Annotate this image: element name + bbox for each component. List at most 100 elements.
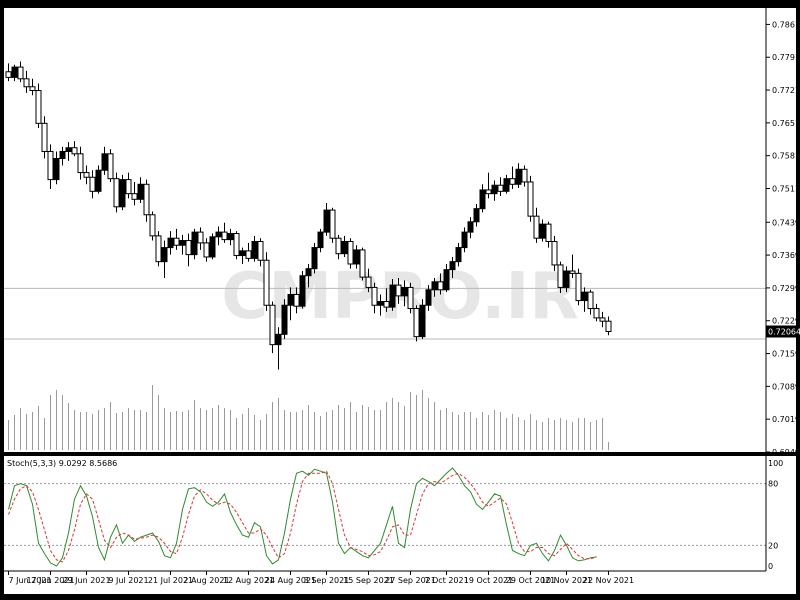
candle-body-bear <box>605 320 612 333</box>
candle-body-bear <box>185 240 192 256</box>
candle-body-bear <box>533 215 540 239</box>
candle-body-bear <box>5 71 12 78</box>
candle-body-bull <box>161 247 168 263</box>
candle <box>401 280 408 307</box>
candle-body-bull <box>467 221 474 233</box>
candle-body-bear <box>143 183 150 216</box>
candle-body-bull <box>377 300 384 306</box>
candle <box>383 288 390 312</box>
candle <box>209 233 216 260</box>
candle-body-bear <box>395 284 402 297</box>
candle <box>557 261 564 294</box>
candle <box>173 228 180 250</box>
candle <box>281 299 288 340</box>
candle <box>113 172 120 213</box>
candle-body-bear <box>221 231 228 241</box>
candle-body-bear <box>23 78 30 88</box>
candle <box>593 303 600 322</box>
candle-body-bear <box>413 308 420 338</box>
candle <box>167 231 174 255</box>
current-price-box <box>766 325 796 338</box>
candle <box>89 170 96 199</box>
candle-body-bull <box>401 286 408 297</box>
candle <box>95 165 102 194</box>
candle <box>587 289 594 315</box>
candle-body-bull <box>491 184 498 195</box>
candle-body-bull <box>419 304 426 338</box>
candle <box>293 287 300 314</box>
candle <box>533 207 540 243</box>
candle-body-bear <box>335 237 342 255</box>
candle <box>347 238 354 269</box>
candle <box>299 271 306 309</box>
candle <box>59 146 66 166</box>
candle-body-bear <box>29 86 36 92</box>
candle <box>599 311 606 328</box>
candle-body-bull <box>317 231 324 249</box>
candle <box>233 231 240 260</box>
candle-body-bear <box>245 250 252 259</box>
candle-body-bear <box>233 233 240 257</box>
candle <box>263 252 270 311</box>
time-tick-label: 7 Jun 2021 <box>9 576 52 585</box>
candle-body-bull <box>431 281 438 291</box>
candle <box>419 299 426 340</box>
candle-body-bull <box>305 268 312 277</box>
candle <box>161 240 168 279</box>
candle <box>359 247 366 281</box>
candle-body-bull <box>227 233 234 241</box>
candle <box>461 227 468 253</box>
candle-body-bear <box>293 293 300 307</box>
candle <box>605 316 612 336</box>
candle <box>503 174 510 194</box>
candle <box>551 235 558 272</box>
candle-body-bull <box>515 168 522 185</box>
time-tick-label: 9 Jul 2021 <box>108 576 148 585</box>
candle-body-bear <box>155 235 162 263</box>
candle-body-bear <box>527 181 534 217</box>
stoch-scale <box>766 456 796 571</box>
candle <box>311 242 318 274</box>
candle-body-bear <box>257 240 264 261</box>
stoch-plot-area <box>4 456 766 571</box>
time-tick-label: 12 Aug 2021 <box>223 576 274 585</box>
time-tick-label: 29 Oct 2021 <box>506 576 555 585</box>
candle-body-bull <box>239 250 246 257</box>
candle <box>119 174 126 211</box>
candle-body-bear <box>173 237 180 246</box>
candle-body-bull <box>581 291 588 302</box>
candle-body-bear <box>509 178 516 185</box>
candle-body-bear <box>497 184 504 192</box>
candle-body-bear <box>329 209 336 239</box>
candle-body-bear <box>41 122 48 152</box>
stoch-tick-label: 80 <box>768 480 778 489</box>
candle <box>545 221 552 248</box>
candle <box>491 180 498 201</box>
candle <box>365 268 372 293</box>
candle <box>353 245 360 269</box>
candle <box>269 301 276 354</box>
time-axis <box>4 571 796 594</box>
candle <box>71 141 78 157</box>
candle-body-bear <box>569 270 576 274</box>
candle-body-bull <box>65 147 72 152</box>
candle <box>275 327 282 370</box>
candle <box>341 235 348 257</box>
candle <box>197 227 204 250</box>
candle <box>155 231 162 267</box>
candle <box>125 172 132 199</box>
candle <box>329 207 336 243</box>
candle-body-bear <box>131 193 138 200</box>
candle-body-bull <box>179 240 186 246</box>
candle-body-bear <box>359 249 366 278</box>
candle <box>443 263 450 293</box>
candle-body-bull <box>191 231 198 256</box>
candle-body-bull <box>341 240 348 255</box>
candle <box>389 278 396 311</box>
candle-body-bear <box>587 291 594 310</box>
main-plot-area <box>4 8 766 452</box>
